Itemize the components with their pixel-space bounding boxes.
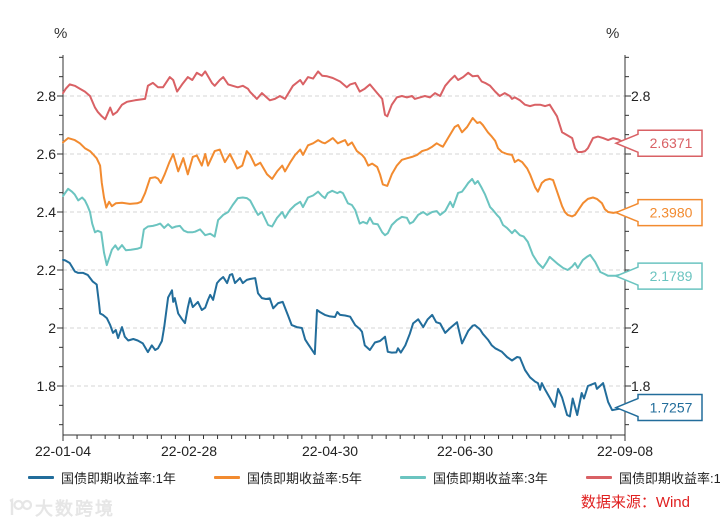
- x-tick-label: 22-06-30: [436, 443, 494, 459]
- legend-label: 国债即期收益率:1年: [61, 470, 176, 486]
- legend-item-10y[interactable]: 国债即期收益率:10年: [586, 468, 720, 486]
- y-tick-label-left: 2.2: [36, 262, 56, 278]
- y-tick-label-left: 2.8: [36, 88, 56, 104]
- x-tick-label: 22-02-28: [160, 443, 218, 459]
- end-value-callout-3: [614, 129, 703, 157]
- x-tick-label: 22-04-30: [301, 443, 359, 459]
- x-tick-label: 22-01-04: [34, 443, 92, 459]
- y-tick-label-left: 2: [48, 320, 56, 336]
- series-line-0: [62, 258, 626, 418]
- legend-swatch-icon: [586, 475, 612, 479]
- legend-label: 国债即期收益率:10年: [619, 470, 720, 486]
- legend-swatch-icon: [400, 475, 426, 479]
- y-tick-label-left: 1.8: [36, 378, 56, 394]
- series-line-2: [62, 177, 626, 278]
- end-value-label-0: 1.7257: [650, 400, 693, 416]
- watermark-text: 大数跨境: [35, 499, 115, 519]
- end-value-label-1: 2.3980: [650, 205, 693, 221]
- x-tick-label: 22-09-08: [596, 443, 654, 459]
- end-value-callout-1: [614, 198, 703, 227]
- legend-item-5y[interactable]: 国债即期收益率:5年: [214, 468, 362, 486]
- watermark: 大数跨境: [6, 495, 115, 521]
- y-axis-unit-left: %: [54, 25, 68, 42]
- y-tick-label-right: 1.8: [631, 378, 651, 394]
- legend-item-1y[interactable]: 国债即期收益率:1年: [28, 468, 176, 486]
- y-tick-label-right: 2.8: [631, 88, 651, 104]
- y-axis-unit-right: %: [606, 25, 620, 42]
- y-tick-label-left: 2.6: [36, 146, 56, 162]
- legend-label: 国债即期收益率:5年: [247, 470, 362, 486]
- series-line-1: [62, 117, 626, 218]
- end-value-callout-2: [614, 262, 703, 290]
- legend-swatch-icon: [28, 475, 54, 479]
- legend-swatch-icon: [214, 475, 240, 479]
- series-line-3: [62, 70, 626, 153]
- end-value-label-3: 2.6371: [650, 135, 693, 151]
- watermark-logo-icon: [9, 498, 32, 515]
- y-tick-label-left: 2.4: [36, 204, 56, 220]
- data-source-note: 数据来源：Wind: [580, 494, 690, 511]
- legend-label: 国债即期收益率:3年: [433, 470, 548, 486]
- end-value-callout-0: [614, 393, 703, 422]
- end-value-label-2: 2.1789: [650, 268, 693, 284]
- y-tick-label-right: 2: [631, 320, 639, 336]
- legend-item-3y[interactable]: 国债即期收益率:3年: [400, 468, 548, 486]
